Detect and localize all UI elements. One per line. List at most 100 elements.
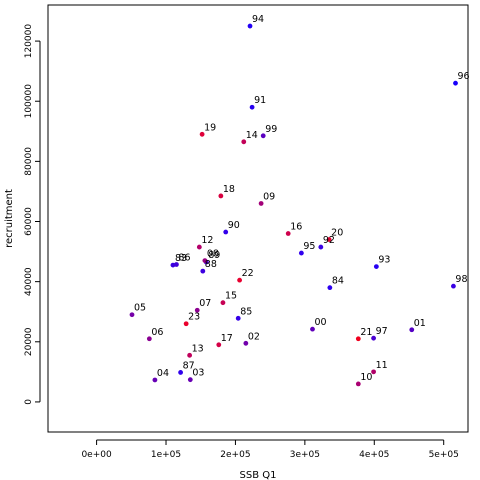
data-point-20	[326, 237, 332, 242]
data-point-13	[187, 352, 193, 358]
point-label-17: 17	[221, 333, 233, 344]
data-point-14	[241, 139, 247, 145]
y-tick-label: 20000	[24, 327, 34, 356]
data-point-92	[318, 244, 324, 250]
point-label-95: 95	[303, 241, 315, 252]
point-label-09: 09	[263, 191, 275, 202]
y-tick-label: 120000	[24, 24, 34, 59]
x-tick-label: 4e+05	[359, 450, 389, 460]
point-label-13: 13	[192, 343, 204, 354]
point-label-85: 85	[240, 306, 252, 317]
x-tick-label: 1e+05	[151, 450, 181, 460]
data-point-23	[183, 321, 189, 327]
point-label-07: 07	[199, 298, 211, 309]
x-tick-label: 0e+00	[81, 450, 112, 460]
point-label-12: 12	[201, 235, 213, 246]
y-tick-label: 0	[24, 399, 34, 405]
y-tick-label: 100000	[24, 84, 34, 119]
data-point-00	[310, 326, 315, 332]
point-label-21: 21	[360, 327, 372, 338]
data-point-95	[298, 250, 304, 256]
x-tick-label: 5e+05	[429, 450, 459, 460]
x-axis: 0e+00 1e+05 2e+05 3e+05 4e+05 5e+05	[81, 439, 459, 460]
data-point-90	[223, 229, 229, 235]
x-axis-title: SSB Q1	[240, 470, 277, 480]
point-label-14: 14	[246, 130, 258, 141]
point-label-22: 22	[242, 268, 254, 279]
point-label-18: 18	[223, 184, 235, 195]
point-label-19: 19	[204, 122, 216, 133]
data-points	[129, 23, 458, 387]
point-label-90: 90	[228, 220, 240, 231]
point-label-94: 94	[252, 14, 264, 25]
data-point-11	[371, 369, 376, 375]
point-label-89: 89	[208, 250, 220, 261]
data-point-16	[285, 231, 291, 236]
data-point-99	[260, 133, 266, 139]
data-point-84	[327, 285, 333, 291]
y-tick-label: 40000	[24, 267, 34, 296]
point-label-23: 23	[188, 312, 200, 323]
data-point-18	[218, 193, 224, 199]
point-label-16: 16	[290, 222, 302, 233]
point-label-97: 97	[376, 326, 388, 337]
point-label-92: 92	[323, 235, 335, 246]
y-tick-label: 80000	[24, 147, 34, 176]
data-point-96	[453, 80, 458, 86]
point-label-93: 93	[378, 255, 390, 266]
data-point-22	[237, 277, 243, 283]
data-point-12	[196, 244, 202, 250]
point-label-08: 08	[207, 249, 219, 260]
data-point-10	[355, 381, 361, 387]
point-label-98: 98	[455, 274, 467, 285]
data-point-04	[152, 377, 158, 383]
point-label-15: 15	[225, 291, 237, 302]
point-label-10: 10	[360, 372, 372, 383]
point-label-05: 05	[134, 303, 146, 314]
point-label-96: 96	[458, 71, 470, 82]
point-label-83: 83	[175, 253, 187, 264]
x-tick-label: 2e+05	[220, 450, 250, 460]
point-label-04: 04	[157, 368, 169, 379]
data-point-15	[220, 300, 226, 306]
point-label-11: 11	[376, 360, 388, 371]
y-axis: 0 20000 40000 60000 80000 100000 120000	[24, 24, 41, 405]
point-label-00: 00	[314, 317, 326, 328]
point-label-88: 88	[205, 259, 217, 270]
point-label-02: 02	[248, 331, 260, 342]
point-label-86: 86	[178, 253, 190, 264]
y-tick-label: 60000	[24, 207, 34, 236]
data-point-03	[187, 377, 193, 383]
point-label-87: 87	[183, 360, 195, 371]
data-point-17	[216, 342, 222, 348]
data-point-01	[409, 327, 415, 333]
data-point-86	[174, 262, 179, 267]
point-label-03: 03	[192, 368, 204, 379]
data-point-19	[199, 131, 205, 137]
data-point-06	[146, 336, 152, 342]
data-point-97	[371, 335, 376, 341]
data-point-02	[243, 340, 249, 346]
point-label-06: 06	[151, 327, 163, 338]
plot-area-frame	[47, 4, 469, 433]
data-point-88	[200, 268, 206, 274]
data-point-94	[247, 23, 253, 29]
data-point-07	[194, 307, 200, 313]
data-point-05	[129, 312, 135, 318]
data-point-21	[355, 336, 361, 342]
y-axis-title: recruitment	[4, 189, 15, 248]
data-point-93	[373, 264, 379, 270]
x-tick-label: 3e+05	[290, 450, 320, 460]
data-point-87	[178, 370, 183, 375]
data-point-85	[235, 315, 241, 321]
point-label-84: 84	[332, 276, 344, 287]
point-label-99: 99	[265, 124, 277, 135]
data-point-98	[451, 283, 456, 289]
data-point-08	[202, 258, 208, 263]
point-label-20: 20	[331, 228, 343, 239]
data-point-91	[249, 104, 255, 110]
point-label-91: 91	[254, 95, 266, 106]
point-label-01: 01	[414, 318, 426, 329]
